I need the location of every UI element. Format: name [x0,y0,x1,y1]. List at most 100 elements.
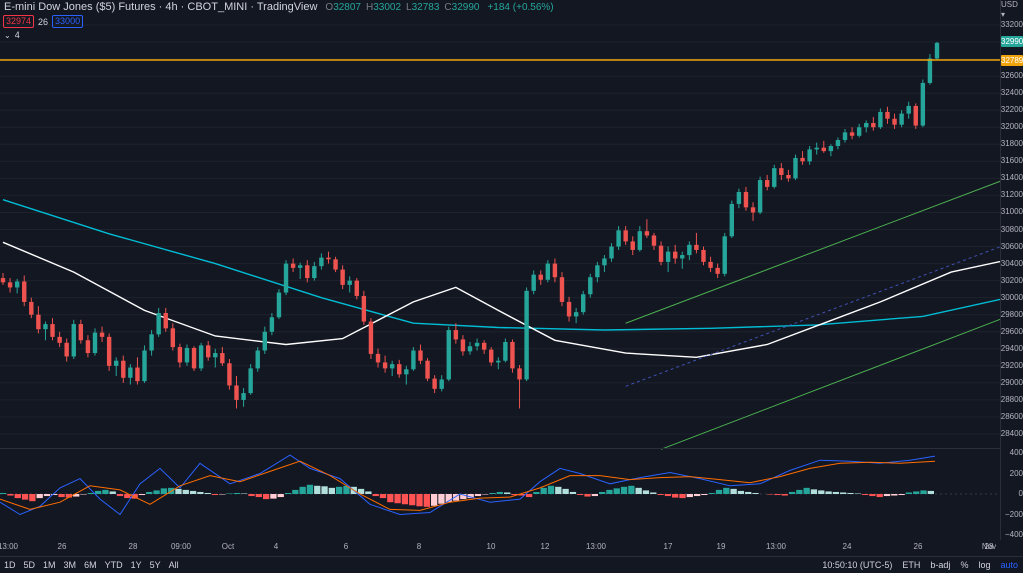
time-tick-label: 13:00 [765,542,787,551]
candle-body [524,290,529,380]
candle-body [559,277,565,302]
oscillator-tick-label: 200 [1009,468,1023,478]
histogram-bar [321,486,328,494]
histogram-bar [518,494,525,496]
percent-toggle[interactable]: % [960,560,969,570]
candle-body [99,332,105,337]
histogram-bar [489,492,496,494]
candle-body [602,258,607,266]
timeframe-button-6m[interactable]: 6M [84,560,97,570]
price-axis[interactable]: USD ▾33200330003260032400322003200031800… [1000,0,1023,540]
high-value: 33002 [373,1,402,13]
histogram-bar [401,494,409,505]
timeframe-button-1y[interactable]: 1Y [130,560,142,570]
timeframe-button-5d[interactable]: 5D [23,560,36,570]
log-toggle[interactable]: log [978,560,991,570]
histogram-bar [87,492,94,494]
histogram-bar [504,492,511,494]
time-tick-label: 8 [416,542,422,551]
sell-button[interactable]: 32974 [3,15,35,28]
price-tick-label: 31800 [1000,139,1023,149]
histogram-bar [430,494,438,506]
candle-body [347,280,352,285]
histogram-bar [861,494,869,496]
time-tick-label: 09:00 [170,542,192,551]
histogram-bar [891,494,898,496]
histogram-bar [0,492,7,494]
timeframe-button-1m[interactable]: 1M [43,560,56,570]
pane-separator[interactable] [0,448,1000,449]
last-price-tag: 32990 [1001,36,1023,48]
candle-body [623,230,628,242]
histogram-bar [810,489,818,494]
histogram-bar [102,489,109,494]
time-tick-label: 26 [57,542,67,551]
adjustment-toggle[interactable]: b-adj [930,560,951,570]
timeframe-button-5y[interactable]: 5Y [149,560,161,570]
time-tick-label: 19 [716,542,726,551]
timeframe-button-all[interactable]: All [168,560,179,570]
candle-body [170,328,176,348]
session-toggle[interactable]: ETH [902,560,921,570]
time-tick-label: 17 [663,542,673,551]
candle-body [326,257,331,260]
candle-body [566,301,572,317]
candle-body [665,251,671,262]
candle-body [121,360,126,378]
candle-body [92,332,98,354]
auto-toggle[interactable]: auto [1000,560,1018,570]
histogram-bar [591,494,598,497]
price-tick-label: 30800 [1000,224,1023,234]
candle-body [687,244,692,256]
candle-body [7,282,13,288]
ma-slow-line [2,199,1000,331]
chevron-down-icon[interactable]: ⌄ [4,30,11,40]
clock[interactable]: 10:50:10 (UTC-5) [822,560,893,570]
histogram-bar [314,485,321,494]
histogram-bar [423,494,430,507]
oscillator-tick-label: −400 [1004,530,1023,539]
buy-button[interactable]: 33000 [52,15,84,28]
timeframe-button-3m[interactable]: 3M [63,560,77,570]
histogram-bar [460,494,467,500]
price-tick-label: 29600 [1000,326,1023,336]
histogram-bar [664,494,672,497]
histogram-bar [175,488,182,494]
candle-body [573,312,579,317]
histogram-bar [613,488,620,494]
candle-body [630,241,635,250]
candle-body [729,203,735,237]
histogram-bar [189,490,197,494]
histogram-bar [686,494,693,498]
chart-area[interactable]: E-mini Dow Jones ($5) Futures · 4h · CBO… [0,0,1000,540]
histogram-bar [803,487,810,494]
candle-body [149,334,154,351]
candle-body [78,324,84,341]
histogram-bar [766,494,774,495]
histogram-bar [723,487,730,494]
timeframe-button-ytd[interactable]: YTD [104,560,123,570]
candle-body [220,353,225,364]
candle-body [715,267,720,274]
candle-body [800,157,805,162]
histogram-bar [160,488,168,494]
indicator-count: 4 [14,30,20,40]
histogram-bar [438,494,445,504]
candle-body [920,82,926,126]
indicators-toggle[interactable]: ⌄ 4 [4,30,20,40]
symbol-title[interactable]: E-mini Dow Jones ($5) Futures · 4h · CBO… [4,1,318,13]
channel-lower-line [660,318,1000,450]
candlestick-chart[interactable] [0,0,1000,540]
histogram-bar [781,494,788,496]
candle-body [135,367,140,382]
histogram-bar [131,494,138,499]
histogram-bar [708,492,715,494]
histogram-bar [21,494,29,500]
time-tick-label: 13:00 [0,542,19,551]
histogram-bar [197,491,204,494]
trend-channel [625,180,1000,450]
timeframe-button-1d[interactable]: 1D [4,560,16,570]
bottom-toolbar: 1D 5D 1M 3M 6M YTD 1Y 5Y All 10:50:10 (UTC-5) ET… [0,556,1023,573]
candle-body [418,350,423,361]
candle-body [481,342,487,350]
